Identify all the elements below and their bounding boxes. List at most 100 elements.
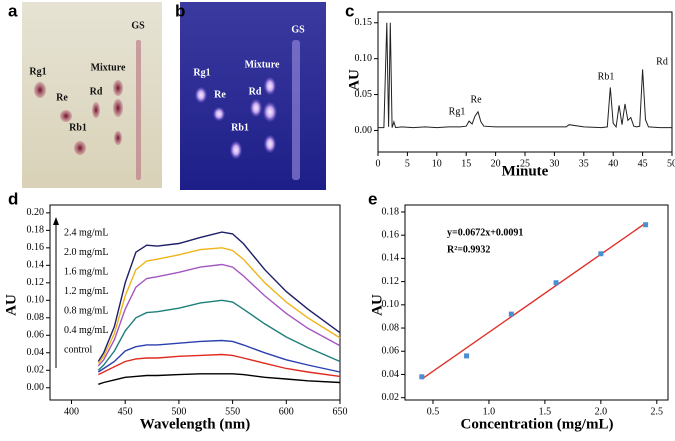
y-tick-label: 0.00: [27, 382, 45, 393]
photo-a: [22, 2, 162, 188]
y-tick-label: 0.18: [382, 206, 400, 217]
annotation: Rb1: [598, 71, 615, 82]
x-tick-label: 400: [64, 406, 79, 417]
y-tick-label: 0.04: [27, 347, 45, 358]
spot-label: Re: [56, 92, 68, 103]
legend-label: 0.8 mg/mL: [64, 305, 108, 316]
panel-label: e: [368, 189, 377, 208]
spot-label: GS: [291, 24, 305, 35]
x-tick-label: 30: [549, 158, 559, 169]
y-tick-label: 0.15: [355, 17, 373, 28]
y-tick-label: 0.12: [27, 277, 45, 288]
y-tick-label: 0.16: [382, 229, 400, 240]
y-tick-label: 0.08: [382, 322, 400, 333]
x-tick-label: 0: [376, 158, 381, 169]
x-tick-label: 2.0: [595, 406, 608, 417]
line: [97, 247, 341, 364]
y-axis-title: AU: [369, 294, 385, 316]
panel-label: a: [8, 1, 18, 20]
panel-label: d: [8, 189, 18, 208]
legend-label: 0.4 mg/mL: [64, 325, 108, 336]
x-axis-title: Minute: [502, 163, 549, 179]
legend-arrowhead: [53, 217, 59, 225]
point: [643, 222, 649, 228]
x-tick-label: 15: [461, 158, 471, 169]
line: [378, 22, 672, 129]
annotation: Rg1: [449, 106, 466, 117]
panel-label: c: [345, 1, 354, 20]
spot-label: Rg1: [29, 66, 46, 77]
spot-label: Rb1: [231, 122, 249, 133]
annotation: y=0.0672x+0.0091: [447, 227, 523, 238]
spot-label: GS: [131, 20, 145, 31]
spot-label: Mixture: [91, 62, 126, 73]
legend-label: control: [64, 344, 93, 355]
x-tick-label: 5: [405, 158, 410, 169]
point: [553, 280, 559, 286]
line: [97, 299, 341, 371]
line: [97, 263, 341, 367]
y-tick-label: 0.02: [382, 392, 400, 403]
y-tick-label: 0.08: [27, 312, 45, 323]
y-tick-label: 0.04: [382, 369, 400, 380]
x-tick-label: 1.5: [539, 406, 552, 417]
photo-b: [180, 2, 326, 190]
x-tick-label: 40: [608, 158, 618, 169]
x-axis-title: Wavelength (nm): [140, 416, 250, 432]
x-tick-label: 10: [432, 158, 442, 169]
spot-label: Rd: [249, 86, 262, 97]
y-tick-label: 0.00: [355, 125, 373, 136]
fit-line: [421, 222, 647, 380]
x-axis-title: Concentration (mg/mL): [461, 416, 614, 432]
annotation: Re: [470, 94, 482, 105]
y-tick-label: 0.14: [382, 253, 400, 264]
plot-frame: [49, 204, 341, 401]
x-tick-label: 450: [118, 406, 133, 417]
y-tick-label: 0.18: [27, 225, 45, 236]
y-tick-label: 0.10: [382, 299, 400, 310]
spot-label: Rd: [90, 86, 103, 97]
x-tick-label: 20: [491, 158, 501, 169]
point: [598, 251, 604, 257]
y-tick-label: 0.06: [382, 346, 400, 357]
x-tick-label: 600: [279, 406, 294, 417]
legend-label: 1.2 mg/mL: [64, 286, 108, 297]
x-tick-label: 650: [333, 406, 348, 417]
y-tick-label: 0.10: [27, 295, 45, 306]
x-tick-label: 35: [579, 158, 589, 169]
point: [419, 374, 425, 380]
plot-frame: [404, 204, 669, 401]
plot-frame: [377, 11, 673, 153]
x-tick-label: 2.5: [651, 406, 664, 417]
line: [98, 373, 341, 385]
spot-label: Re: [214, 89, 226, 100]
y-tick-label: 0.14: [27, 260, 45, 271]
x-tick-label: 500: [171, 406, 186, 417]
y-axis-title: AU: [3, 294, 19, 316]
spot-label: Mixture: [245, 59, 280, 70]
line: [97, 231, 341, 362]
x-tick-label: 1.0: [483, 406, 496, 417]
point: [464, 353, 470, 359]
spot-label: Rg1: [193, 67, 210, 78]
x-tick-label: 0.5: [427, 406, 440, 417]
y-tick-label: 0.06: [27, 330, 45, 341]
x-tick-label: 25: [520, 158, 530, 169]
y-tick-label: 0.12: [382, 276, 400, 287]
x-tick-label: 50: [667, 158, 675, 169]
spot-label: Rb1: [69, 122, 87, 133]
legend-label: 1.6 mg/mL: [64, 266, 108, 277]
line: [97, 339, 341, 373]
y-tick-label: 0.10: [355, 53, 373, 64]
y-axis-title: AU: [346, 69, 362, 91]
point: [508, 311, 514, 317]
legend-label: 2.0 mg/mL: [64, 247, 108, 258]
y-tick-label: 0.05: [355, 89, 373, 100]
y-tick-label: 0.20: [27, 207, 45, 218]
annotation: R²=0.9932: [447, 244, 490, 255]
y-tick-label: 0.02: [27, 365, 45, 376]
y-tick-label: 0.16: [27, 242, 45, 253]
line: [97, 353, 341, 378]
panel-label: b: [175, 1, 185, 20]
